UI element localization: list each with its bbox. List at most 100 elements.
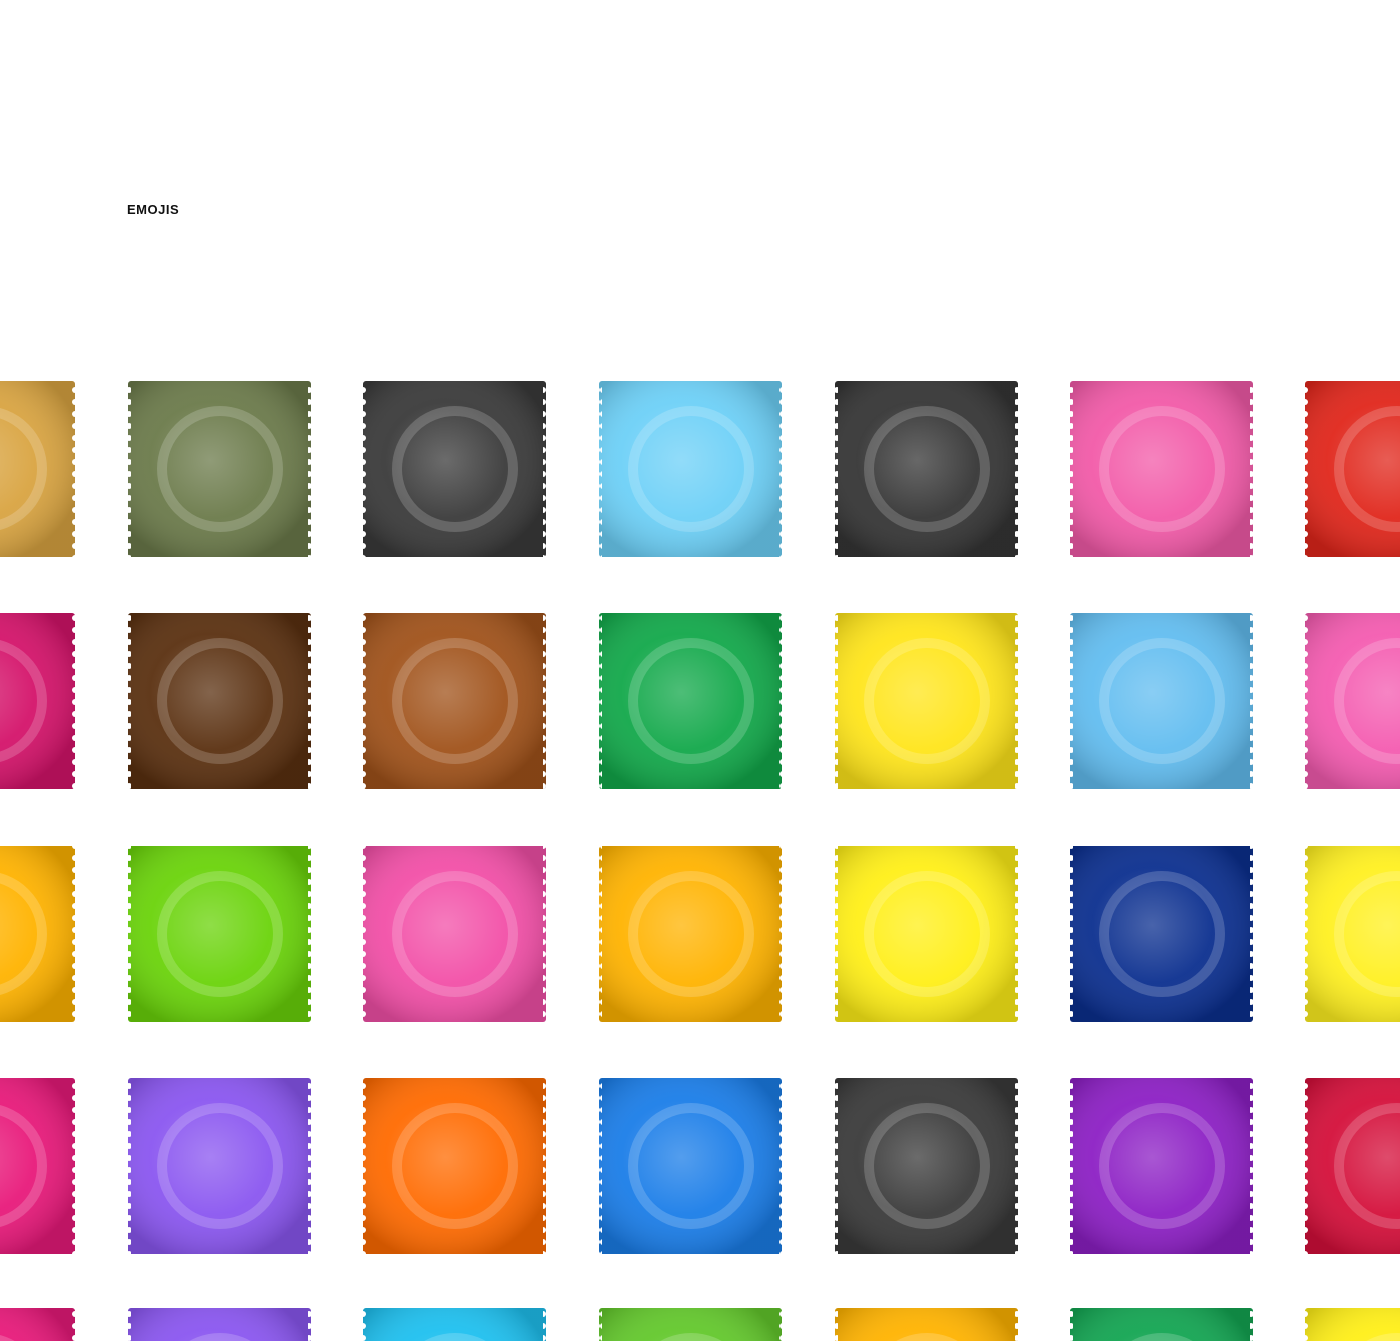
packet-edge-left	[596, 1078, 602, 1254]
condom-packet	[596, 846, 785, 1022]
packet-shine	[599, 613, 782, 789]
packet-edge-left	[125, 381, 131, 557]
packet-ring	[864, 871, 990, 997]
packet-shine	[363, 613, 546, 789]
packet-edge-right	[72, 613, 78, 789]
condom-packet	[125, 1308, 314, 1341]
packet-shine	[1070, 1078, 1253, 1254]
packet-shine	[835, 1308, 1018, 1341]
packet-ring	[628, 406, 754, 532]
packet-ring	[864, 406, 990, 532]
packet-edge-right	[1015, 1078, 1021, 1254]
condom-packet	[832, 1078, 1021, 1254]
packet-edge-right	[1250, 1078, 1256, 1254]
packet-shine	[599, 381, 782, 557]
packet-edge-left	[596, 613, 602, 789]
packet-shine	[1070, 613, 1253, 789]
condom-packet	[360, 1308, 549, 1341]
packet-edge-left	[1302, 381, 1308, 557]
condom-packet	[1067, 1308, 1256, 1341]
condom-packet	[832, 381, 1021, 557]
condom-packet	[125, 381, 314, 557]
packet-edge-left	[125, 846, 131, 1022]
packet-shine	[0, 1308, 75, 1341]
packet-shine	[363, 1078, 546, 1254]
packet-edge-left	[1067, 1078, 1073, 1254]
packet-edge-left	[360, 846, 366, 1022]
packet-shine	[1070, 381, 1253, 557]
packet-shine	[835, 381, 1018, 557]
packet-shine	[0, 381, 75, 557]
packet-edge-right	[543, 1078, 549, 1254]
packet-edge-right	[779, 613, 785, 789]
condom-packet	[1302, 381, 1400, 557]
packet-edge-left	[832, 613, 838, 789]
packet-shine	[1070, 1308, 1253, 1341]
packet-edge-right	[308, 381, 314, 557]
packet-edge-right	[1250, 846, 1256, 1022]
packet-edge-right	[543, 381, 549, 557]
packet-ring	[189, 1333, 251, 1341]
condom-packet	[1067, 846, 1256, 1022]
condom-packet	[1302, 1078, 1400, 1254]
packet-edge-left	[360, 613, 366, 789]
condom-packet	[0, 381, 78, 557]
section-title: EMOJIS	[127, 202, 180, 217]
packet-edge-left	[1067, 613, 1073, 789]
packet-ring	[0, 1105, 47, 1227]
packet-ring	[0, 640, 47, 762]
packet-edge-right	[1015, 613, 1021, 789]
condom-packet	[360, 1078, 549, 1254]
packet-edge-right	[308, 1308, 314, 1341]
packet-edge-right	[72, 1308, 78, 1341]
packet-shine	[0, 846, 75, 1022]
packet-edge-right	[543, 1308, 549, 1341]
condom-packet	[125, 846, 314, 1022]
packet-ring	[157, 1103, 283, 1229]
condom-packet	[1302, 613, 1400, 789]
packet-edge-left	[1067, 1308, 1073, 1341]
packet-ring	[864, 1103, 990, 1229]
condom-packet	[1067, 613, 1256, 789]
packet-edge-left	[1302, 1308, 1308, 1341]
condom-packet	[832, 846, 1021, 1022]
packet-edge-left	[360, 1078, 366, 1254]
condom-packet	[360, 613, 549, 789]
packet-shine	[1305, 613, 1400, 789]
condom-packet	[832, 613, 1021, 789]
packet-edge-right	[1250, 381, 1256, 557]
packet-ring	[1099, 1103, 1225, 1229]
packet-ring	[1099, 638, 1225, 764]
packet-ring	[660, 1333, 722, 1341]
packet-ring	[1334, 406, 1400, 532]
packet-shine	[599, 1078, 782, 1254]
condom-packet	[0, 613, 78, 789]
packet-edge-right	[1250, 613, 1256, 789]
packet-ring	[392, 871, 518, 997]
packet-shine	[835, 613, 1018, 789]
packet-shine	[0, 613, 75, 789]
packet-shine	[128, 613, 311, 789]
packet-edge-left	[1302, 846, 1308, 1022]
packet-shine	[363, 846, 546, 1022]
packet-edge-right	[1015, 381, 1021, 557]
packet-shine	[128, 846, 311, 1022]
packet-edge-left	[596, 381, 602, 557]
condom-packet	[1302, 846, 1400, 1022]
packet-ring	[1099, 406, 1225, 532]
packet-ring	[0, 873, 47, 995]
packet-shine	[835, 1078, 1018, 1254]
packet-shine	[1070, 846, 1253, 1022]
packet-ring	[864, 638, 990, 764]
packet-edge-left	[596, 846, 602, 1022]
packet-edge-right	[308, 1078, 314, 1254]
condom-packet	[596, 613, 785, 789]
packet-shine	[128, 381, 311, 557]
condom-packet	[0, 1078, 78, 1254]
packet-edge-right	[543, 613, 549, 789]
packet-edge-left	[1067, 846, 1073, 1022]
packet-ring	[1366, 1333, 1400, 1341]
condom-packet	[360, 846, 549, 1022]
packet-edge-right	[72, 1078, 78, 1254]
